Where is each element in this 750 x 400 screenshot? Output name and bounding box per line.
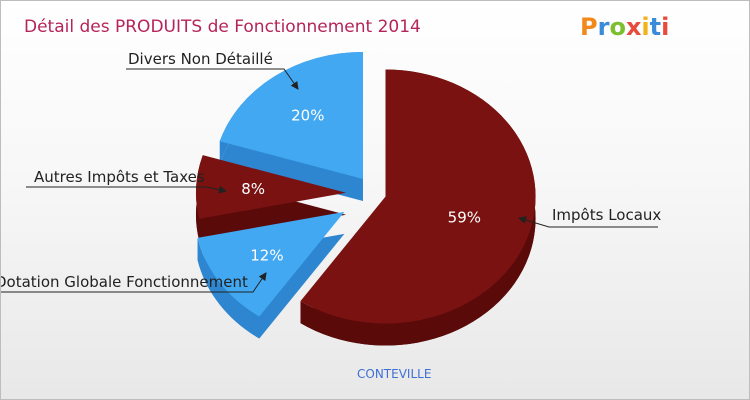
leader-dotation: [1, 272, 267, 293]
percent-label: 59%: [448, 208, 481, 226]
pie-slice-imp-ts-locaux: [300, 69, 536, 324]
label-impots-locaux: Impôts Locaux: [552, 206, 661, 224]
percent-label: 20%: [291, 107, 324, 125]
proxiti-logo: Proxiti: [580, 13, 669, 41]
pie-slices: [196, 51, 536, 324]
leader-divers: [126, 68, 299, 90]
label-dotation: Dotation Globale Fonctionnement: [1, 273, 248, 291]
callouts: Divers Non Détaillé Autres Impôts et Tax…: [1, 50, 661, 293]
pie-slice-divers-non-d-taill-: [219, 51, 363, 179]
leader-autres: [26, 185, 227, 194]
logo-letter: x: [626, 13, 642, 41]
chart-title: Détail des PRODUITS de Fonctionnement 20…: [24, 17, 421, 37]
town-name: CONTEVILLE: [357, 367, 431, 381]
logo-letter: i: [661, 13, 669, 41]
logo-letter: i: [641, 13, 649, 41]
logo-letter: P: [580, 13, 598, 41]
pie-slice-autres-imp-ts-et-taxes: [196, 155, 347, 219]
percent-labels: 59% 12% 8% 20%: [241, 107, 481, 265]
logo-letter: t: [650, 13, 661, 41]
percent-label: 8%: [241, 180, 265, 198]
leader-impots-locaux: [518, 216, 658, 228]
svg-text:Proxiti: Proxiti: [580, 13, 669, 41]
pie-slice-edge: [197, 237, 260, 339]
pie-slice-edge: [300, 69, 536, 346]
pie-slice-dotation-globale-fonctionnement: [197, 211, 345, 317]
logo-letter: r: [598, 13, 610, 41]
label-divers: Divers Non Détaillé: [128, 50, 273, 68]
logo-letter: o: [609, 13, 626, 41]
label-autres: Autres Impôts et Taxes: [34, 168, 205, 186]
percent-label: 12%: [250, 247, 283, 265]
